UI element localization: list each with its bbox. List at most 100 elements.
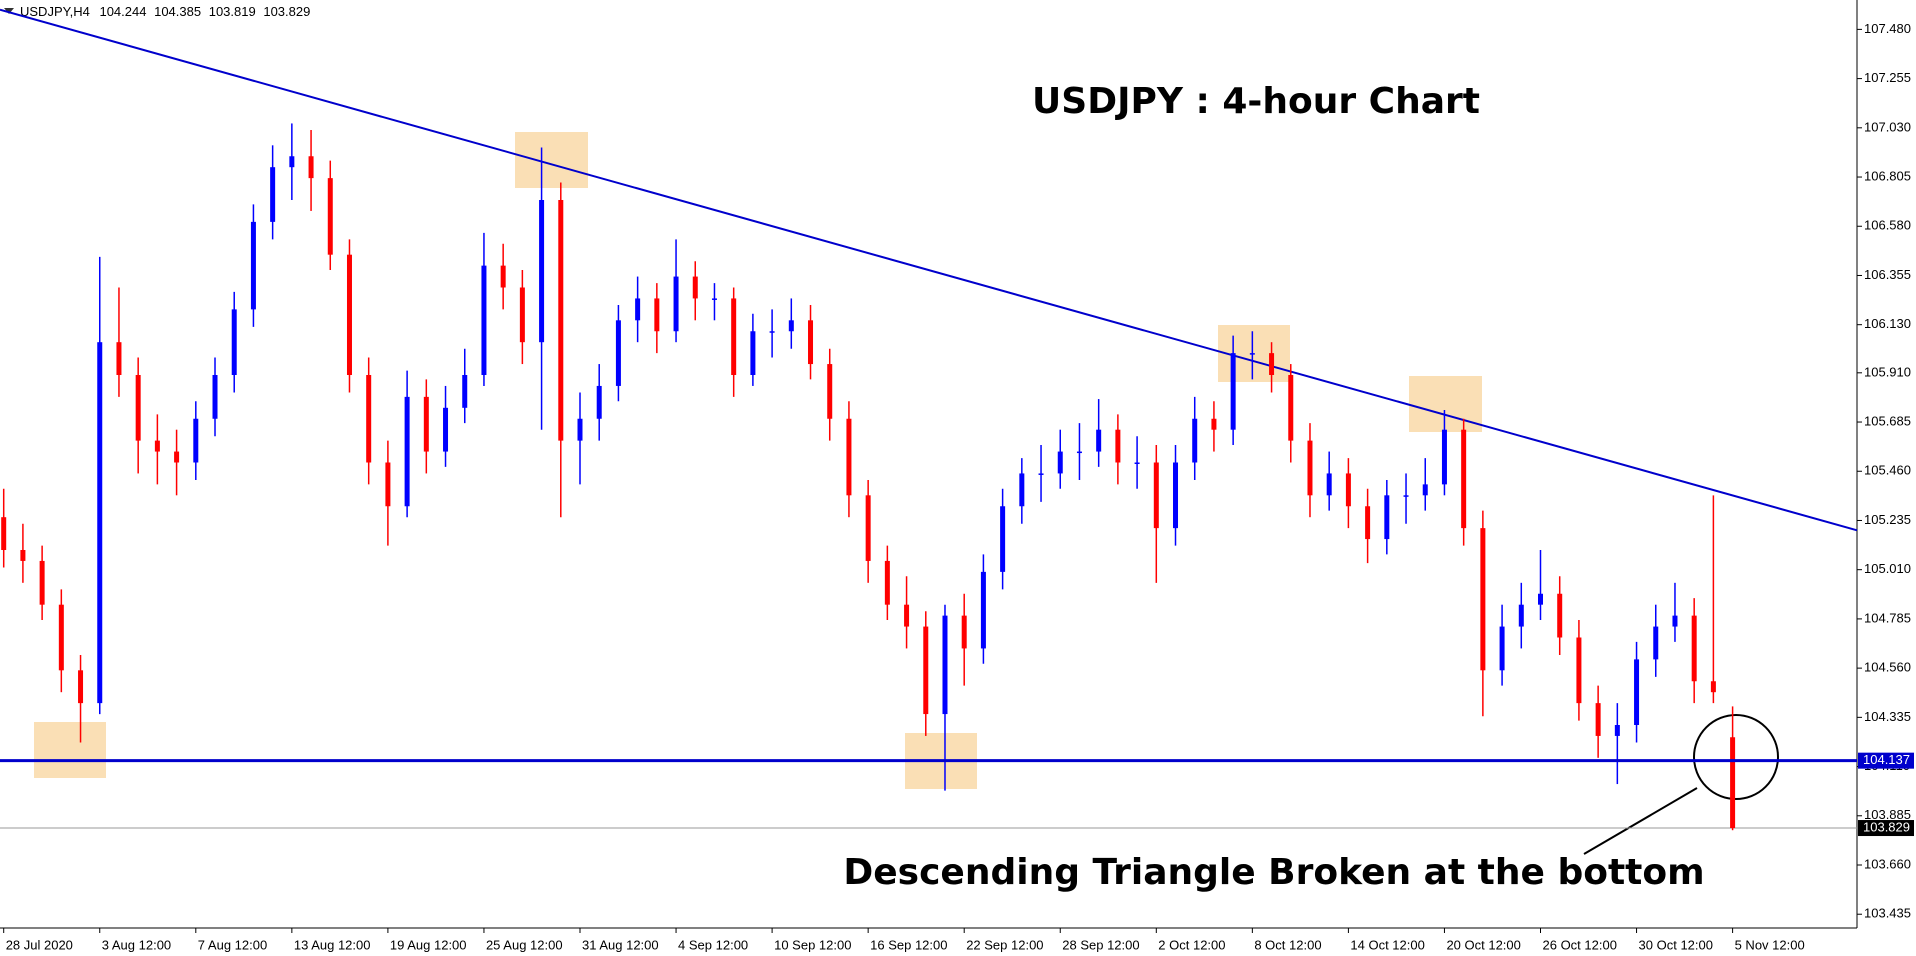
candle-body (500, 265, 506, 288)
x-tick-label: 7 Aug 12:00 (198, 937, 267, 952)
y-tick-label: 107.255 (1864, 70, 1911, 85)
candle-body (1518, 604, 1524, 627)
candle-body (250, 221, 256, 310)
x-tick-label: 4 Sep 12:00 (678, 937, 748, 952)
candle-body (1019, 473, 1025, 507)
candle-body (346, 254, 352, 375)
price-box (1858, 820, 1914, 837)
candle-body (1192, 418, 1198, 463)
y-tick-label: 107.480 (1864, 21, 1911, 36)
x-tick-label: 16 Sep 12:00 (870, 937, 947, 952)
x-tick-label: 2 Oct 12:00 (1158, 937, 1225, 952)
candle-body (884, 560, 890, 605)
candle-body (750, 331, 756, 375)
candle-body (212, 375, 218, 419)
x-tick-label: 3 Aug 12:00 (102, 937, 171, 952)
candle-body (1249, 353, 1255, 355)
candle-body (327, 178, 333, 255)
y-tick-label: 105.685 (1864, 413, 1911, 428)
y-tick-label: 106.580 (1864, 218, 1911, 233)
x-tick-label: 26 Oct 12:00 (1543, 937, 1617, 952)
candle-body (596, 385, 602, 419)
candle-body (788, 320, 794, 332)
candle-body (961, 615, 967, 649)
candle-body (865, 495, 871, 561)
y-tick-label: 104.785 (1864, 610, 1911, 625)
candle-body (231, 309, 237, 375)
candle-body (769, 331, 775, 333)
callout-line (1583, 787, 1698, 855)
x-tick-label: 28 Jul 2020 (6, 937, 73, 952)
y-tick-label: 105.235 (1864, 512, 1911, 527)
candle-body (1480, 528, 1486, 671)
y-tick-label: 106.805 (1864, 168, 1911, 183)
candle-body (462, 375, 468, 408)
candle-body (1422, 484, 1428, 496)
open: 104.244 (99, 4, 146, 19)
candle-body (635, 298, 641, 321)
candle-body (1365, 506, 1371, 540)
y-tick-label: 107.030 (1864, 119, 1911, 134)
y-tick-label: 103.660 (1864, 856, 1911, 871)
candle-body (1403, 495, 1409, 497)
candle-body (1557, 593, 1563, 638)
candle-body (1730, 737, 1736, 829)
candle-body (1672, 615, 1678, 627)
candle-body (558, 200, 564, 441)
y-tick-label: 104.560 (1864, 660, 1911, 675)
highlight-box (34, 722, 106, 778)
candle-body (443, 407, 449, 452)
candle-body (1653, 626, 1659, 660)
menu-icon[interactable] (4, 8, 14, 14)
y-tick-label: 106.355 (1864, 267, 1911, 282)
candle-body (78, 670, 84, 704)
candle-body (1134, 462, 1140, 464)
y-tick-label: 105.910 (1864, 364, 1911, 379)
candle-body (289, 156, 295, 168)
y-tick-label: 106.130 (1864, 316, 1911, 331)
candle-body (1326, 473, 1332, 496)
x-tick-label: 31 Aug 12:00 (582, 937, 659, 952)
candle-body (193, 418, 199, 463)
candle-body (1096, 429, 1102, 452)
x-tick-label: 14 Oct 12:00 (1350, 937, 1424, 952)
close: 103.829 (263, 4, 310, 19)
candle-body (481, 265, 487, 375)
candle-body (1153, 462, 1159, 529)
high: 104.385 (154, 4, 201, 19)
candle-body (1076, 451, 1082, 454)
candle-body (116, 342, 122, 375)
candle-body (154, 440, 160, 452)
candle-body (692, 276, 698, 299)
candle-body (1269, 353, 1275, 375)
candle-body (1211, 418, 1217, 430)
x-tick-label: 20 Oct 12:00 (1446, 937, 1520, 952)
candle-body (423, 396, 429, 452)
chart-title: USDJPY : 4-hour Chart (1032, 81, 1480, 122)
candle-body (1057, 451, 1063, 474)
candle-body (1384, 495, 1390, 540)
candle-body (711, 298, 717, 300)
highlight-box (1409, 376, 1482, 432)
candle-body (808, 320, 814, 365)
candle-body (1634, 659, 1640, 725)
candle-body (1710, 681, 1716, 693)
x-tick-label: 25 Aug 12:00 (486, 937, 563, 952)
y-tick-label: 105.010 (1864, 561, 1911, 576)
candle-body (731, 298, 737, 375)
candle-body (1461, 429, 1467, 529)
highlights (34, 132, 1482, 789)
candle-body (135, 375, 141, 441)
candle-body (97, 342, 103, 704)
candle-body (1691, 615, 1697, 682)
annotation: Descending Triangle Broken at the bottom (843, 852, 1704, 893)
candle-body (1499, 626, 1505, 671)
candle-body (404, 396, 410, 507)
candle-body (904, 604, 910, 627)
y-tick-label: 103.885 (1864, 807, 1911, 822)
support-label: 104.137 (1863, 752, 1910, 767)
candle-body (942, 615, 948, 715)
